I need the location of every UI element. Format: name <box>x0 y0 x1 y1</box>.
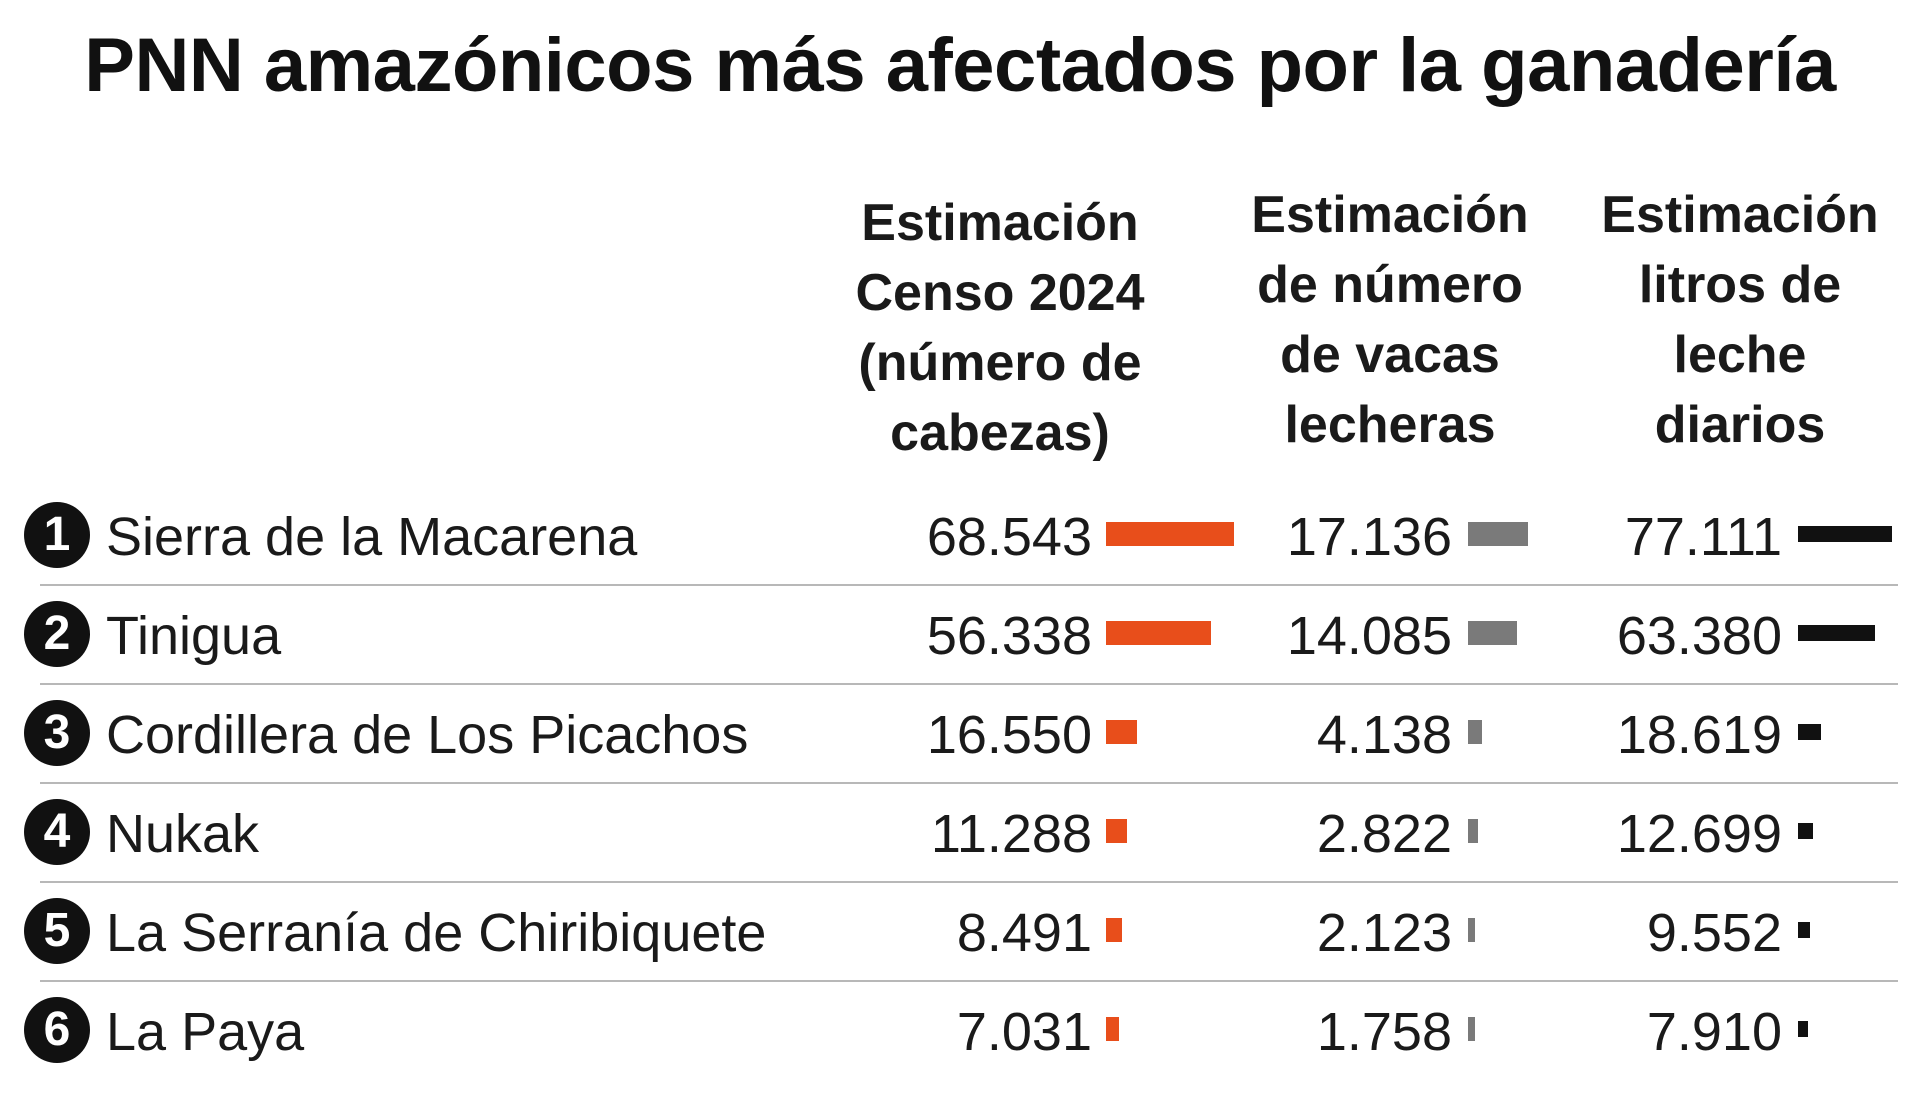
value-bar <box>1798 625 1875 641</box>
value-label: 1.758 <box>1316 1002 1452 1062</box>
header-line: de vacas <box>1280 326 1500 384</box>
value-bar <box>1468 918 1475 942</box>
park-name: La Serranía de Chiribiquete <box>106 903 767 963</box>
value-bar <box>1798 823 1813 839</box>
header-line: lecheras <box>1284 396 1496 454</box>
value-label: 2.822 <box>1316 804 1452 864</box>
header-line: de número <box>1257 256 1523 314</box>
header-line: Estimación <box>861 194 1139 252</box>
table-row: 3 Cordillera de Los Picachos 16.550 4.138 18… <box>0 698 1920 796</box>
rank-badge: 3 <box>24 700 90 766</box>
value-bar <box>1106 621 1211 645</box>
value-label: 12.699 <box>1616 804 1782 864</box>
value-bar <box>1468 522 1528 546</box>
table-row: 1 Sierra de la Macarena 68.543 17.136 77.111 <box>0 500 1920 598</box>
row-divider <box>40 881 1898 883</box>
value-label: 7.031 <box>956 1002 1092 1062</box>
rank-badge: 5 <box>24 898 90 964</box>
value-bar <box>1468 621 1517 645</box>
value-label: 77.111 <box>1624 507 1782 567</box>
value-bar <box>1106 522 1234 546</box>
rank-badge: 2 <box>24 601 90 667</box>
value-label: 9.552 <box>1646 903 1782 963</box>
header-line: cabezas) <box>890 404 1110 462</box>
header-line: litros de <box>1638 256 1842 314</box>
value-label: 63.380 <box>1616 606 1782 666</box>
value-label: 18.619 <box>1616 705 1782 765</box>
value-label: 16.550 <box>926 705 1092 765</box>
value-label: 17.136 <box>1286 507 1452 567</box>
value-label: 2.123 <box>1316 903 1452 963</box>
value-label: 14.085 <box>1286 606 1452 666</box>
park-name: Cordillera de Los Picachos <box>106 705 749 765</box>
table-row: 2 Tinigua 56.338 14.085 63.380 <box>0 599 1920 697</box>
value-bar <box>1798 1021 1808 1037</box>
header-line: (número de <box>858 334 1142 392</box>
value-label: 4.138 <box>1316 705 1452 765</box>
value-label: 7.910 <box>1646 1002 1782 1062</box>
column-header-litros: Estimación litros de leche diarios <box>1560 180 1920 460</box>
column-header-vacas: Estimación de número de vacas lecheras <box>1210 180 1570 460</box>
value-bar <box>1106 720 1137 744</box>
chart-title: PNN amazónicos más afectados por la gana… <box>84 23 1836 108</box>
park-name: La Paya <box>106 1002 305 1062</box>
row-divider <box>40 782 1898 784</box>
value-label: 8.491 <box>956 903 1092 963</box>
value-label: 68.543 <box>926 507 1092 567</box>
value-bar <box>1798 922 1810 938</box>
header-line: leche <box>1673 326 1807 384</box>
value-label: 56.338 <box>926 606 1092 666</box>
value-bar <box>1798 724 1821 740</box>
value-bar <box>1106 1017 1119 1041</box>
header-line: Estimación <box>1251 186 1529 244</box>
park-name: Sierra de la Macarena <box>106 507 638 567</box>
table-row: 4 Nukak 11.288 2.822 12.699 <box>0 797 1920 895</box>
row-divider <box>40 683 1898 685</box>
header-line: Censo 2024 <box>855 264 1145 322</box>
value-bar <box>1468 720 1482 744</box>
rank-badge: 6 <box>24 997 90 1063</box>
table-row: 6 La Paya 7.031 1.758 7.910 <box>0 995 1920 1093</box>
value-label: 11.288 <box>930 804 1092 864</box>
value-bar <box>1468 1017 1475 1041</box>
park-name: Nukak <box>106 804 260 864</box>
rank-badge: 1 <box>24 502 90 568</box>
value-bar <box>1798 526 1892 542</box>
row-divider <box>40 584 1898 586</box>
header-line: diarios <box>1654 396 1826 454</box>
header-line: Estimación <box>1601 186 1879 244</box>
value-bar <box>1106 819 1127 843</box>
row-divider <box>40 980 1898 982</box>
park-name: Tinigua <box>106 606 282 666</box>
rank-badge: 4 <box>24 799 90 865</box>
table-row: 5 La Serranía de Chiribiquete 8.491 2.123 9.… <box>0 896 1920 994</box>
value-bar <box>1468 819 1478 843</box>
column-header-censo: Estimación Censo 2024 (número de cabezas… <box>820 188 1180 468</box>
value-bar <box>1106 918 1122 942</box>
